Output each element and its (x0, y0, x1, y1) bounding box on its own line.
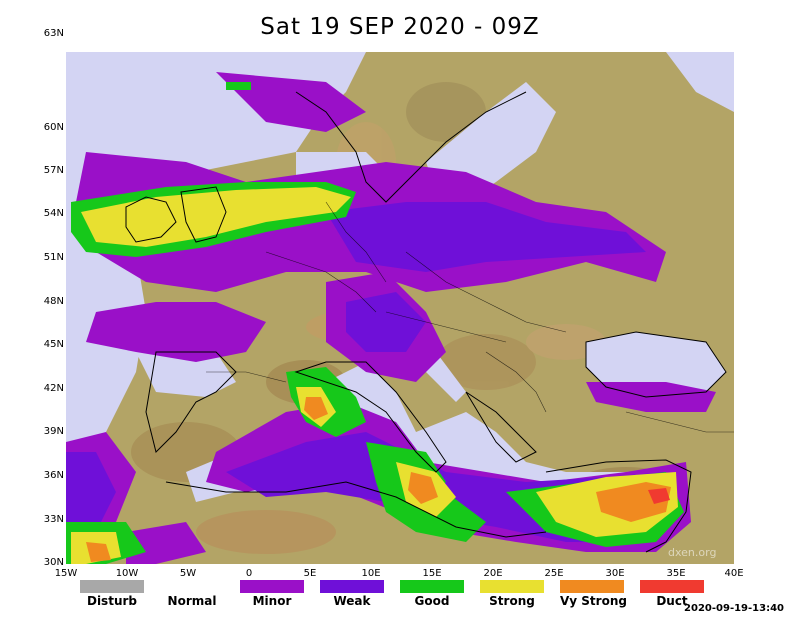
legend-swatch-strong (480, 580, 544, 593)
lon-label-35e: 35E (666, 568, 686, 579)
legend-item-strong: Strong (480, 580, 544, 608)
watermark: dxen.org (668, 546, 717, 559)
legend-item-weak: Weak (320, 580, 384, 608)
lon-label-40e: 40E (724, 568, 744, 579)
map-svg (66, 52, 734, 564)
coastlines (125, 91, 727, 553)
country-borders (206, 201, 734, 433)
lon-label-25e: 25E (544, 568, 564, 579)
lon-label-10w: 10W (115, 568, 139, 579)
lat-label-36n: 36N (43, 470, 64, 481)
legend-label-duct: Duct (656, 594, 688, 608)
lat-label-33n: 33N (43, 514, 64, 525)
legend-swatch-minor (240, 580, 304, 593)
legend-label-weak: Weak (333, 594, 371, 608)
legend-swatch-weak (320, 580, 384, 593)
lat-label-30n: 30N (43, 557, 64, 568)
legend-label-good: Good (414, 594, 450, 608)
legend-label-minor: Minor (252, 594, 292, 608)
legend-item-duct: Duct (640, 580, 704, 608)
legend-item-good: Good (400, 580, 464, 608)
legend-label-disturb: Disturb (86, 594, 137, 608)
lon-label-15w: 15W (54, 568, 78, 579)
lat-label-51n: 51N (43, 252, 64, 263)
legend-swatch-disturb (80, 580, 144, 593)
lon-label-20e: 20E (483, 568, 503, 579)
lon-label-30e: 30E (605, 568, 625, 579)
legend-swatch-vystrong (560, 580, 624, 593)
lon-label-0: 0 (245, 568, 253, 579)
lat-label-48n: 48N (43, 296, 64, 307)
map-title: Sat 19 SEP 2020 - 09Z (260, 14, 540, 40)
lat-label-39n: 39N (43, 426, 64, 437)
lat-label-54n: 54N (43, 208, 64, 219)
legend-label-normal: Normal (167, 594, 217, 608)
timestamp: 2020-09-19-13:40 (684, 603, 784, 614)
propagation-map (66, 52, 734, 564)
lat-label-57n: 57N (43, 165, 64, 176)
legend-swatch-normal (160, 580, 224, 593)
lon-label-10e: 10E (361, 568, 381, 579)
lat-label-45n: 45N (43, 339, 64, 350)
legend-label-vystrong: Vy Strong (560, 594, 627, 608)
legend-swatch-duct (640, 580, 704, 593)
lat-label-60n: 60N (43, 122, 64, 133)
legend-item-minor: Minor (240, 580, 304, 608)
legend-item-vystrong: Vy Strong (560, 580, 627, 608)
legend-item-normal: Normal (160, 580, 224, 608)
lat-label-42n: 42N (43, 383, 64, 394)
lon-label-5e: 5E (303, 568, 317, 579)
lat-label-63n: 63N (43, 28, 64, 39)
legend-label-strong: Strong (489, 594, 535, 608)
duct-propagation (648, 488, 670, 504)
lon-label-5w: 5W (179, 568, 197, 579)
legend-swatch-good (400, 580, 464, 593)
lon-label-15e: 15E (422, 568, 442, 579)
legend-item-disturb: Disturb (80, 580, 144, 608)
